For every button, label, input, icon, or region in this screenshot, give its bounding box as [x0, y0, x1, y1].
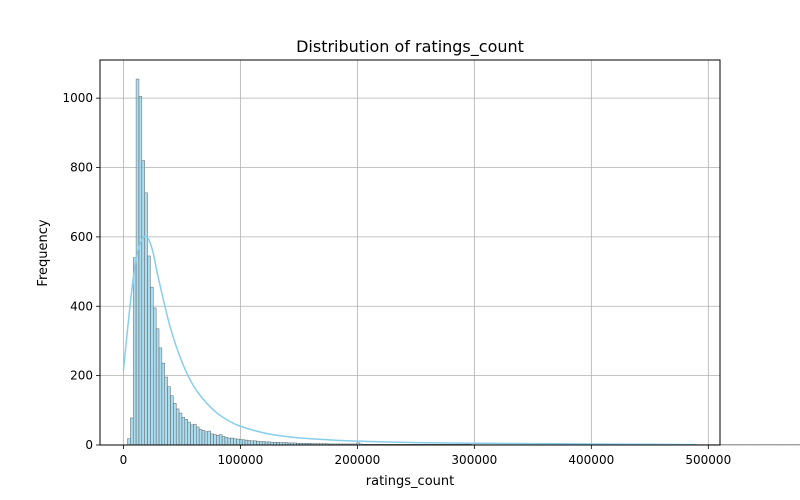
histogram-bar: [181, 417, 186, 446]
histogram-bar: [256, 440, 260, 446]
histogram-bar: [198, 429, 203, 446]
x-tick-label: 300000: [451, 453, 497, 467]
histogram-bar: [224, 437, 229, 446]
histogram-bar: [259, 441, 263, 446]
grid: [100, 60, 720, 446]
y-axis-label: Frequency: [36, 219, 51, 286]
chart-title: Distribution of ratings_count: [296, 37, 524, 57]
histogram-bar: [184, 419, 188, 446]
x-tick-label: 0: [120, 453, 128, 467]
histogram-bar: [239, 439, 243, 446]
histogram-bar: [135, 78, 140, 446]
histogram-bar: [207, 430, 211, 446]
histogram-bar: [261, 441, 266, 446]
histogram-bar: [170, 395, 174, 446]
histogram-bar: [221, 436, 226, 446]
histogram-bar: [236, 438, 240, 446]
histogram-bar: [138, 96, 143, 446]
histogram-bar: [164, 376, 168, 446]
x-tick-label: 500000: [685, 453, 731, 467]
histogram-bar: [201, 430, 206, 446]
histogram-bar: [247, 440, 251, 446]
y-tick-label: 0: [85, 438, 93, 452]
x-axis-ticks: 0 100000 200000 300000 400000 500000: [120, 445, 731, 467]
x-tick-label: 200000: [334, 453, 380, 467]
y-tick-label: 200: [70, 369, 93, 383]
histogram-bar: [130, 417, 134, 446]
y-tick-label: 800: [70, 161, 93, 175]
histogram-bar: [190, 424, 194, 446]
histogram-bar: [196, 426, 200, 446]
histogram-bar: [241, 439, 246, 446]
y-axis-ticks: 0 200 400 600 800 1000: [62, 91, 100, 452]
histogram-bar: [132, 257, 137, 446]
histogram-bar: [167, 386, 171, 446]
histogram-bar: [127, 438, 131, 446]
kde-curve: [122, 235, 697, 446]
y-tick-label: 600: [70, 230, 93, 244]
x-tick-label: 100000: [217, 453, 263, 467]
y-tick-label: 400: [70, 299, 93, 313]
histogram-bar: [187, 421, 191, 446]
histogram-bar: [193, 423, 197, 446]
histogram-bar: [173, 403, 177, 446]
histogram-bar: [216, 435, 220, 446]
histogram-bar: [141, 160, 145, 446]
y-tick-label: 1000: [62, 91, 93, 105]
histogram-bar: [175, 408, 180, 446]
histogram-bar: [210, 433, 214, 446]
histogram-bar: [213, 434, 217, 446]
histogram-bar: [178, 412, 183, 446]
plot-frame: [99, 59, 721, 446]
histogram-bar: [147, 255, 151, 446]
histogram-bar: [244, 439, 249, 446]
x-tick-label: 400000: [568, 453, 614, 467]
histogram-bar: [155, 328, 160, 446]
histogram-bar: [150, 286, 154, 446]
histogram-bar: [218, 434, 223, 446]
histogram-bar: [233, 438, 237, 446]
histogram-bar: [253, 440, 257, 446]
x-axis-label: ratings_count: [366, 474, 454, 489]
histogram-bar: [230, 437, 234, 446]
histogram-bar: [204, 431, 208, 446]
histogram-bar: [158, 347, 163, 446]
histogram-bars: [127, 78, 800, 446]
histogram-bar: [144, 192, 148, 446]
histogram-bar: [227, 437, 231, 446]
histogram-bar: [153, 307, 157, 446]
histogram-bar: [161, 362, 165, 446]
histogram-bar: [250, 440, 254, 446]
